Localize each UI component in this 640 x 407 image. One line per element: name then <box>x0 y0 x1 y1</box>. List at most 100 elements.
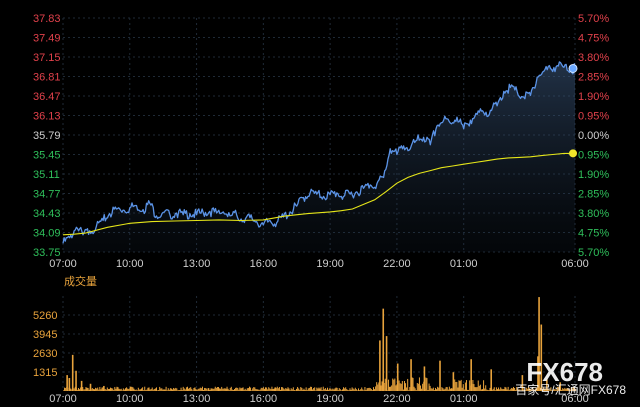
volume-tick-label: 2630 <box>33 348 57 360</box>
volume-bar <box>391 385 393 391</box>
volume-bar <box>358 388 360 391</box>
volume-bar <box>487 389 489 391</box>
volume-bar <box>306 390 308 391</box>
volume-bar <box>98 389 100 391</box>
volume-bar <box>569 389 571 391</box>
volume-bar <box>333 389 335 391</box>
volume-bar <box>475 387 477 391</box>
volume-bar <box>329 388 331 391</box>
volume-bar <box>409 387 411 391</box>
volume-bar <box>372 387 374 391</box>
volume-bar <box>154 388 156 391</box>
volume-bar <box>422 383 424 391</box>
price-area-fill <box>63 61 575 253</box>
volume-bar <box>161 388 163 391</box>
volume-bar <box>133 388 135 391</box>
volume-bar <box>337 390 339 391</box>
volume-bar <box>439 360 441 391</box>
volume-bar <box>554 389 556 391</box>
percent-tick-label: 4.75% <box>578 228 609 240</box>
volume-bar <box>565 388 567 391</box>
volume-bar <box>460 379 462 391</box>
watermark-caption: 百家号/汇通网FX678 <box>515 382 626 397</box>
volume-bar <box>244 388 246 391</box>
volume-bar <box>116 386 118 391</box>
volume-bar <box>494 390 496 391</box>
volume-bar <box>195 389 197 391</box>
volume-bar <box>572 386 574 391</box>
time-tick-label: 06:00 <box>561 258 589 270</box>
volume-bar <box>221 386 223 391</box>
volume-bar <box>371 390 373 391</box>
volume-bar <box>312 389 314 391</box>
volume-bar <box>446 387 448 391</box>
volume-bar <box>118 388 120 391</box>
volume-bar <box>501 388 503 391</box>
volume-bar <box>191 388 193 391</box>
volume-bar <box>521 375 524 391</box>
volume-bar <box>395 385 397 391</box>
volume-bar <box>535 388 537 391</box>
volume-bar <box>136 390 138 391</box>
volume-bar <box>134 389 136 391</box>
volume-bar <box>376 382 378 391</box>
volume-bar <box>433 390 435 391</box>
volume-bar <box>442 388 444 391</box>
volume-bar <box>379 340 381 391</box>
volume-bar <box>546 379 548 391</box>
volume-bar <box>282 387 284 391</box>
volume-bar <box>401 381 403 391</box>
volume-bar <box>170 388 172 391</box>
volume-bar <box>499 389 501 391</box>
volume-bar <box>247 388 249 391</box>
volume-bar <box>414 388 416 391</box>
volume-bar <box>155 387 157 391</box>
volume-bar <box>200 388 202 391</box>
volume-bar <box>533 389 535 391</box>
volume-bar <box>214 386 216 391</box>
volume-bar <box>183 388 185 391</box>
volume-bar <box>352 388 354 391</box>
volume-bar <box>167 388 169 391</box>
volume-bar <box>313 388 315 391</box>
volume-bar <box>415 390 417 391</box>
volume-bar <box>256 389 258 391</box>
volume-bar <box>246 388 248 391</box>
volume-bar <box>184 389 186 391</box>
volume-bar <box>534 389 536 391</box>
volume-bar <box>132 387 134 391</box>
average-line <box>62 152 575 236</box>
volume-bar <box>451 388 453 391</box>
volume-bar <box>350 389 352 391</box>
volume-bar <box>275 388 277 391</box>
volume-bar <box>463 389 465 391</box>
volume-bar <box>449 388 451 391</box>
volume-bar <box>279 389 281 391</box>
volume-bar <box>370 388 372 391</box>
time-tick-label: 07:00 <box>49 258 77 270</box>
volume-bar <box>317 388 319 391</box>
volume-bar <box>198 388 200 391</box>
volume-bar <box>248 386 250 391</box>
volume-bar <box>547 388 549 391</box>
volume-bar <box>378 382 380 391</box>
volume-bar <box>318 387 320 391</box>
volume-bar <box>180 387 182 391</box>
price-tick-label: 34.09 <box>33 228 61 240</box>
volume-bar <box>122 388 124 391</box>
volume-bar <box>278 387 280 391</box>
volume-bar <box>292 387 294 391</box>
volume-bar <box>211 388 213 391</box>
time-tick-label: 16:00 <box>250 393 278 405</box>
volume-bar <box>377 384 379 391</box>
volume-bar <box>163 389 165 391</box>
volume-bar <box>245 389 247 391</box>
volume-bar <box>362 389 364 391</box>
volume-bar <box>207 388 210 391</box>
volume-bar <box>513 386 515 391</box>
volume-bar <box>224 388 226 391</box>
volume-bar <box>472 380 474 391</box>
volume-bar <box>137 387 139 391</box>
volume-bar <box>479 384 481 391</box>
volume-bar <box>123 389 125 391</box>
